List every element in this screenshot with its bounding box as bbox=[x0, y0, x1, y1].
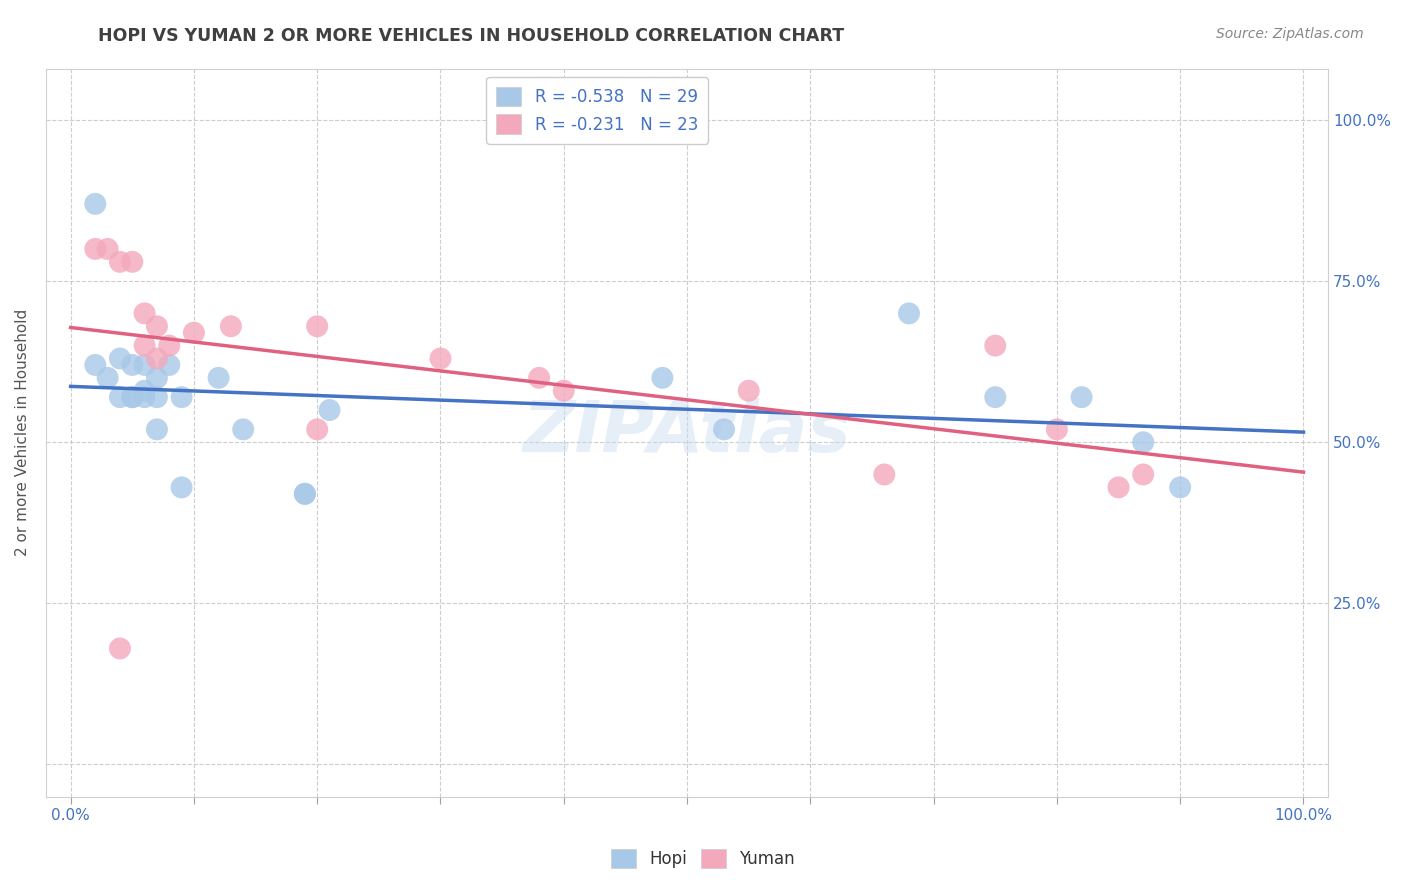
Point bbox=[170, 390, 193, 404]
Point bbox=[134, 384, 156, 398]
Point bbox=[146, 390, 169, 404]
Point bbox=[219, 319, 242, 334]
Point bbox=[1108, 480, 1130, 494]
Point bbox=[1168, 480, 1191, 494]
Point bbox=[1132, 467, 1154, 482]
Point bbox=[553, 384, 575, 398]
Point bbox=[84, 197, 107, 211]
Point bbox=[146, 319, 169, 334]
Point bbox=[121, 255, 143, 269]
Point bbox=[429, 351, 451, 366]
Point bbox=[108, 255, 131, 269]
Text: ZIPAtlas: ZIPAtlas bbox=[523, 398, 851, 467]
Point bbox=[207, 371, 229, 385]
Point bbox=[84, 358, 107, 372]
Point bbox=[307, 319, 329, 334]
Point bbox=[108, 351, 131, 366]
Point bbox=[651, 371, 673, 385]
Point bbox=[134, 390, 156, 404]
Point bbox=[121, 390, 143, 404]
Text: Source: ZipAtlas.com: Source: ZipAtlas.com bbox=[1216, 27, 1364, 41]
Legend: Hopi, Yuman: Hopi, Yuman bbox=[605, 842, 801, 875]
Point bbox=[1132, 435, 1154, 450]
Point bbox=[146, 422, 169, 436]
Point bbox=[294, 487, 316, 501]
Point bbox=[134, 306, 156, 320]
Point bbox=[527, 371, 550, 385]
Point bbox=[294, 487, 316, 501]
Point bbox=[108, 390, 131, 404]
Point bbox=[897, 306, 920, 320]
Point bbox=[1070, 390, 1092, 404]
Point bbox=[873, 467, 896, 482]
Point bbox=[97, 242, 120, 256]
Point bbox=[1046, 422, 1069, 436]
Point bbox=[121, 358, 143, 372]
Point bbox=[108, 641, 131, 656]
Point bbox=[121, 390, 143, 404]
Point bbox=[146, 351, 169, 366]
Point bbox=[97, 371, 120, 385]
Y-axis label: 2 or more Vehicles in Household: 2 or more Vehicles in Household bbox=[15, 309, 30, 557]
Point bbox=[146, 371, 169, 385]
Point bbox=[157, 338, 180, 352]
Point bbox=[170, 480, 193, 494]
Point bbox=[134, 358, 156, 372]
Point bbox=[318, 403, 340, 417]
Point bbox=[183, 326, 205, 340]
Legend: R = -0.538   N = 29, R = -0.231   N = 23: R = -0.538 N = 29, R = -0.231 N = 23 bbox=[486, 77, 709, 144]
Point bbox=[157, 358, 180, 372]
Point bbox=[134, 338, 156, 352]
Point bbox=[984, 390, 1007, 404]
Point bbox=[738, 384, 761, 398]
Point bbox=[713, 422, 735, 436]
Text: HOPI VS YUMAN 2 OR MORE VEHICLES IN HOUSEHOLD CORRELATION CHART: HOPI VS YUMAN 2 OR MORE VEHICLES IN HOUS… bbox=[98, 27, 845, 45]
Point bbox=[984, 338, 1007, 352]
Point bbox=[307, 422, 329, 436]
Point bbox=[84, 242, 107, 256]
Point bbox=[232, 422, 254, 436]
